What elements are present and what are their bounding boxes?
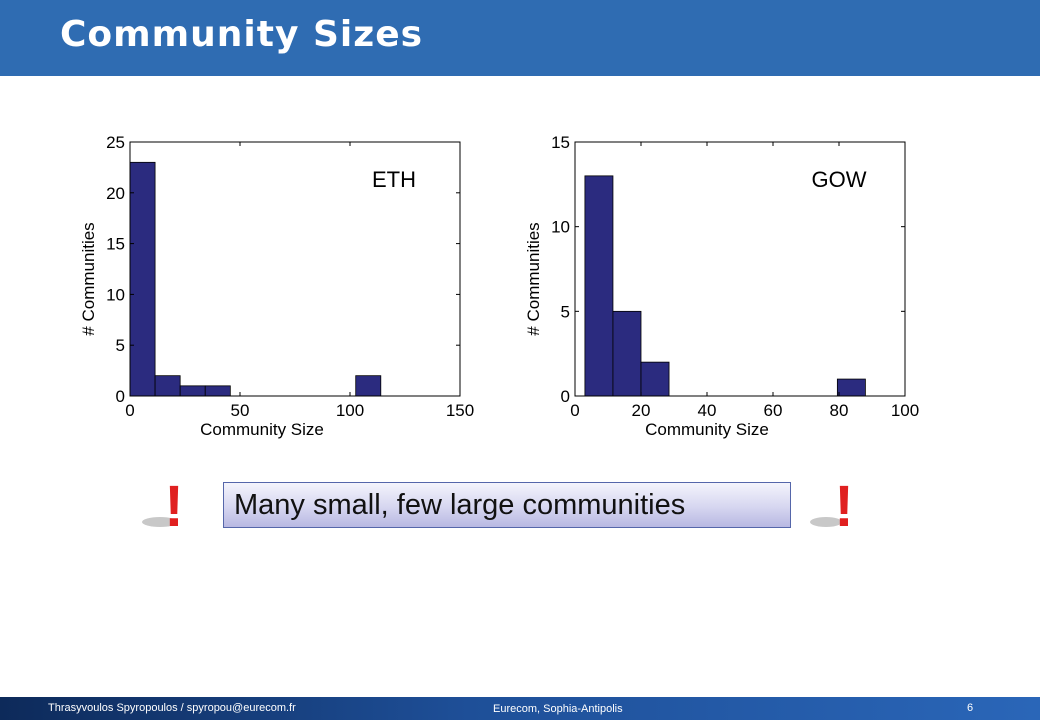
histogram-bar bbox=[154, 375, 181, 397]
y-tick-label: 15 bbox=[106, 235, 125, 254]
x-tick-label: 0 bbox=[125, 401, 134, 420]
footer-institution: Eurecom, Sophia-Antipolis bbox=[493, 703, 623, 715]
x-tick-label: 60 bbox=[764, 401, 783, 420]
x-tick-label: 100 bbox=[336, 401, 364, 420]
y-tick-label: 10 bbox=[106, 285, 125, 304]
exclamation-icon-left: ! bbox=[142, 474, 184, 534]
y-tick-label: 15 bbox=[551, 133, 570, 152]
y-tick-label: 10 bbox=[551, 218, 570, 237]
x-tick-label: 50 bbox=[231, 401, 250, 420]
exclamation-mark: ! bbox=[834, 474, 853, 534]
histogram-bar bbox=[179, 385, 206, 397]
footer-author: Thrasyvoulos Spyropoulos / spyropou@eure… bbox=[48, 702, 296, 714]
x-tick-label: 100 bbox=[891, 401, 919, 420]
callout-box: Many small, few large communities bbox=[223, 482, 791, 528]
histogram-bar bbox=[584, 175, 614, 397]
x-tick-label: 40 bbox=[698, 401, 717, 420]
y-axis-label: # Communities bbox=[79, 222, 98, 335]
page-number: 6 bbox=[967, 702, 974, 714]
exclamation-mark: ! bbox=[164, 474, 183, 534]
histogram-bar bbox=[355, 375, 382, 397]
x-tick-label: 80 bbox=[830, 401, 849, 420]
histogram-bar bbox=[640, 361, 670, 397]
y-tick-label: 5 bbox=[561, 302, 570, 321]
x-tick-label: 20 bbox=[632, 401, 651, 420]
slide-title: Community Sizes bbox=[60, 14, 424, 55]
histogram-bar bbox=[204, 385, 231, 397]
title-bar: Community Sizes bbox=[0, 0, 1040, 76]
y-tick-label: 0 bbox=[561, 387, 570, 406]
y-tick-label: 25 bbox=[106, 133, 125, 152]
exclamation-icon-right: ! bbox=[810, 474, 854, 534]
x-axis-label: Community Size bbox=[645, 420, 769, 439]
plot-frame bbox=[574, 141, 906, 397]
callout-text: Many small, few large communities bbox=[234, 489, 686, 521]
footer-bar: Thrasyvoulos Spyropoulos / spyropou@eure… bbox=[0, 697, 1040, 720]
plot-frame bbox=[129, 141, 461, 397]
histogram-bar bbox=[129, 161, 156, 397]
histogram-bar bbox=[612, 310, 642, 397]
x-tick-label: 150 bbox=[446, 401, 474, 420]
y-tick-label: 20 bbox=[106, 184, 125, 203]
histogram-bar bbox=[836, 378, 866, 397]
chart-annotation: ETH bbox=[372, 167, 416, 192]
gow-histogram: 0 20 40 60 80 100 0 5 10 15 Community Size # Commun… bbox=[524, 133, 919, 439]
y-tick-label: 5 bbox=[116, 336, 125, 355]
x-axis-label: Community Size bbox=[200, 420, 324, 439]
y-axis-label: # Communities bbox=[524, 222, 543, 335]
eth-histogram: 0 50 100 150 0 5 10 15 20 25 Community Size # Commu… bbox=[79, 133, 474, 439]
x-tick-label: 0 bbox=[570, 401, 579, 420]
chart-annotation: GOW bbox=[812, 167, 867, 192]
y-tick-label: 0 bbox=[116, 387, 125, 406]
